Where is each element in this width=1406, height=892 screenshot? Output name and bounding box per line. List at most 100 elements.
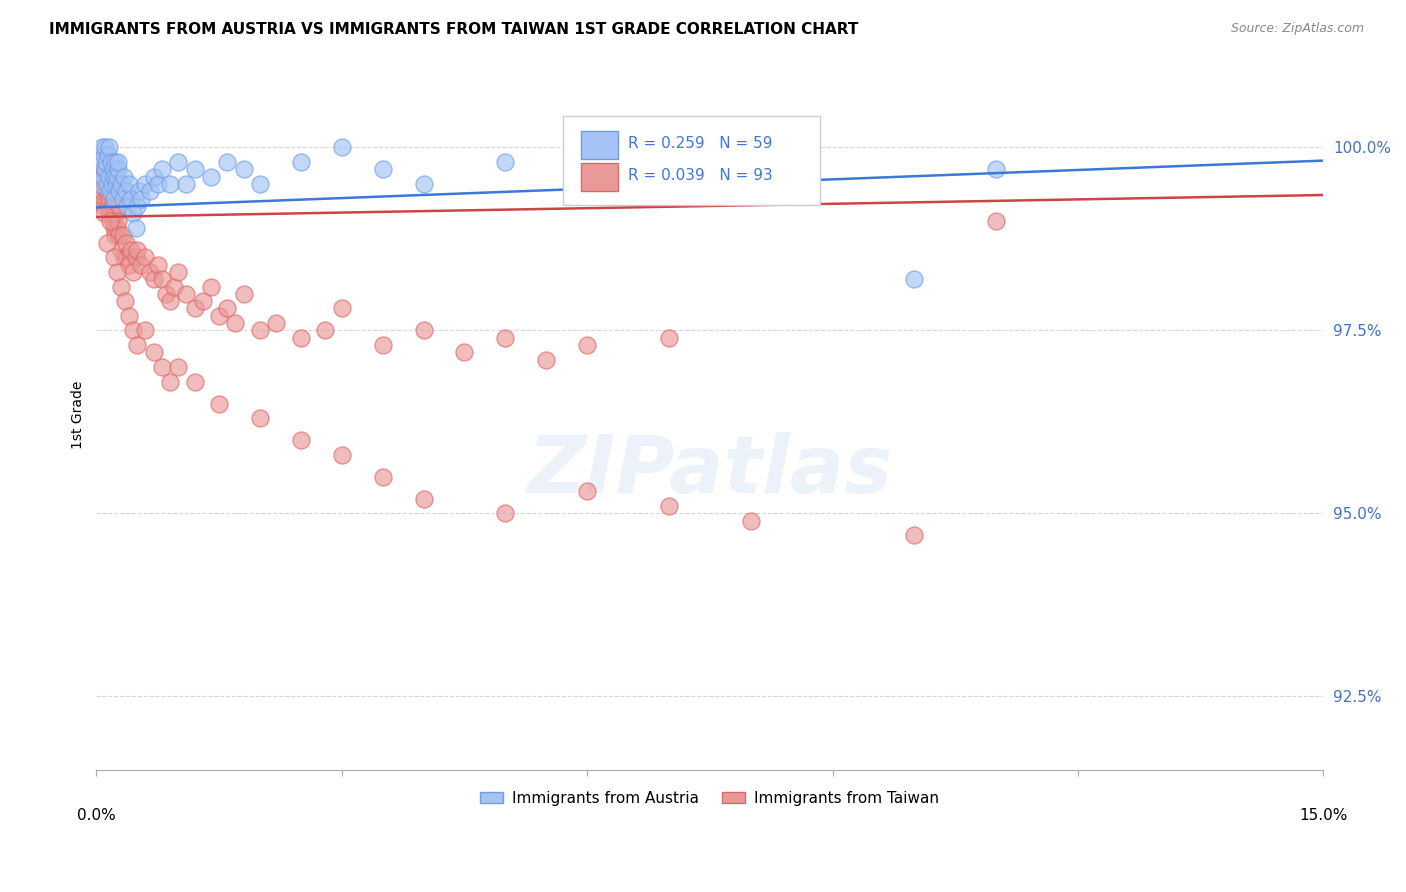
Point [494,155,516,169]
Point [104,155,127,169]
Point [124,250,146,264]
Legend: Immigrants from Austria, Immigrants from Taiwan: Immigrants from Austria, Immigrants from… [474,784,945,812]
Point [108,228,131,243]
Point [200,169,222,184]
Point [290,331,312,345]
Point [103,192,125,206]
Text: 0.0%: 0.0% [77,808,115,823]
Point [104,228,127,243]
Point [134,323,156,337]
Point [163,279,186,293]
Point [176,286,198,301]
Point [103,169,125,184]
Point [371,470,394,484]
Point [118,258,141,272]
Point [146,258,169,272]
Point [159,177,181,191]
Point [314,323,336,337]
Point [134,250,156,264]
Point [217,155,239,169]
Point [96,185,118,199]
Point [134,177,156,191]
Point [122,265,145,279]
Point [110,177,132,191]
Point [142,272,165,286]
Point [89,177,111,191]
Point [118,309,141,323]
Point [98,169,121,184]
Point [371,162,394,177]
Point [183,375,205,389]
Point [93,140,115,154]
Point [127,199,149,213]
Point [91,169,114,184]
FancyBboxPatch shape [581,162,617,191]
Point [146,177,169,191]
Y-axis label: 1st Grade: 1st Grade [72,380,86,449]
Point [89,169,111,184]
Point [159,375,181,389]
Point [90,155,112,169]
Point [200,279,222,293]
Point [112,250,135,264]
Point [105,169,128,184]
Point [167,359,190,374]
Point [117,199,139,213]
Text: 15.0%: 15.0% [1299,808,1347,823]
Point [96,177,118,191]
Point [127,338,149,352]
Point [120,192,142,206]
Point [89,192,111,206]
Point [576,162,599,177]
Point [101,213,124,227]
Point [412,491,434,506]
Point [412,323,434,337]
Point [142,345,165,359]
Point [494,331,516,345]
Point [107,155,129,169]
Point [232,162,254,177]
Point [111,192,134,206]
Point [330,448,353,462]
Point [96,155,118,169]
Point [658,147,681,161]
Point [208,309,231,323]
Point [97,147,120,161]
Point [118,177,141,191]
Text: ZIPatlas: ZIPatlas [527,433,893,510]
Point [150,272,173,286]
Point [740,514,762,528]
Point [104,206,127,220]
Point [176,177,198,191]
Point [122,206,145,220]
Point [93,177,115,191]
Point [249,411,271,425]
Point [290,155,312,169]
FancyBboxPatch shape [562,116,820,205]
Text: IMMIGRANTS FROM AUSTRIA VS IMMIGRANTS FROM TAIWAN 1ST GRADE CORRELATION CHART: IMMIGRANTS FROM AUSTRIA VS IMMIGRANTS FR… [49,22,859,37]
Point [224,316,246,330]
Point [131,192,153,206]
Point [94,192,117,206]
Point [412,177,434,191]
Point [105,221,128,235]
Point [740,155,762,169]
Point [103,221,125,235]
Point [122,323,145,337]
Point [266,316,288,330]
Point [183,162,205,177]
Point [114,185,136,199]
Text: Source: ZipAtlas.com: Source: ZipAtlas.com [1230,22,1364,36]
Point [903,528,925,542]
Point [138,265,160,279]
Point [101,199,124,213]
Point [131,258,153,272]
Point [105,265,128,279]
Point [576,484,599,499]
Point [191,294,214,309]
Point [111,228,134,243]
Point [101,162,124,177]
Point [903,272,925,286]
Point [97,140,120,154]
Point [103,199,125,213]
